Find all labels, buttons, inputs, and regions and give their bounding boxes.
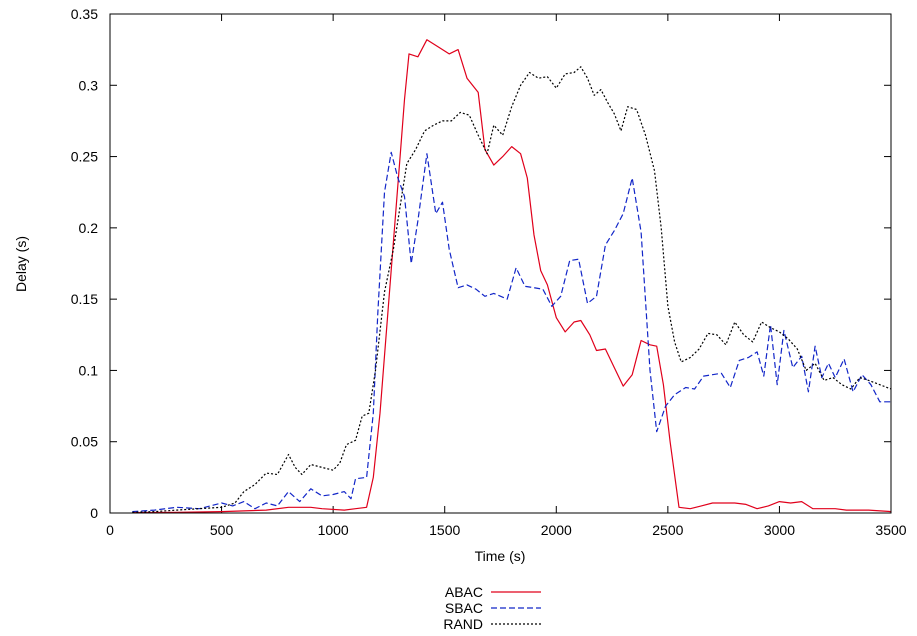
plot-frame (110, 14, 891, 513)
legend-label-rand: RAND (443, 616, 483, 632)
legend-label-sbac: SBAC (445, 600, 483, 616)
x-tick-label: 3000 (764, 522, 795, 538)
chart-series (132, 40, 891, 513)
series-line-sbac (132, 152, 891, 511)
x-tick-label: 1500 (429, 522, 460, 538)
y-axis-label: Delay (s) (13, 236, 29, 292)
x-tick-label: 0 (106, 522, 114, 538)
tick-labels: 0 500 1000 1500 2000 2500 3000 3500 0 0.05 0.1 0.15… (71, 6, 907, 538)
x-tick-label: 3500 (875, 522, 906, 538)
x-tick-label: 2000 (541, 522, 572, 538)
x-axis-label: Time (s) (475, 548, 526, 564)
y-tick-label: 0.35 (71, 6, 98, 22)
axis-ticks (110, 14, 891, 513)
x-tick-label: 500 (210, 522, 234, 538)
x-tick-label: 1000 (318, 522, 349, 538)
y-tick-label: 0.3 (79, 77, 99, 93)
y-tick-label: 0.05 (71, 434, 98, 450)
series-line-abac (132, 40, 891, 513)
series-line-rand (132, 67, 891, 513)
y-tick-label: 0.2 (79, 220, 99, 236)
legend-label-abac: ABAC (445, 584, 483, 600)
y-tick-label: 0.1 (79, 362, 99, 378)
x-tick-label: 2500 (652, 522, 683, 538)
y-tick-label: 0.15 (71, 291, 98, 307)
y-tick-label: 0.25 (71, 149, 98, 165)
y-tick-label: 0 (90, 505, 98, 521)
